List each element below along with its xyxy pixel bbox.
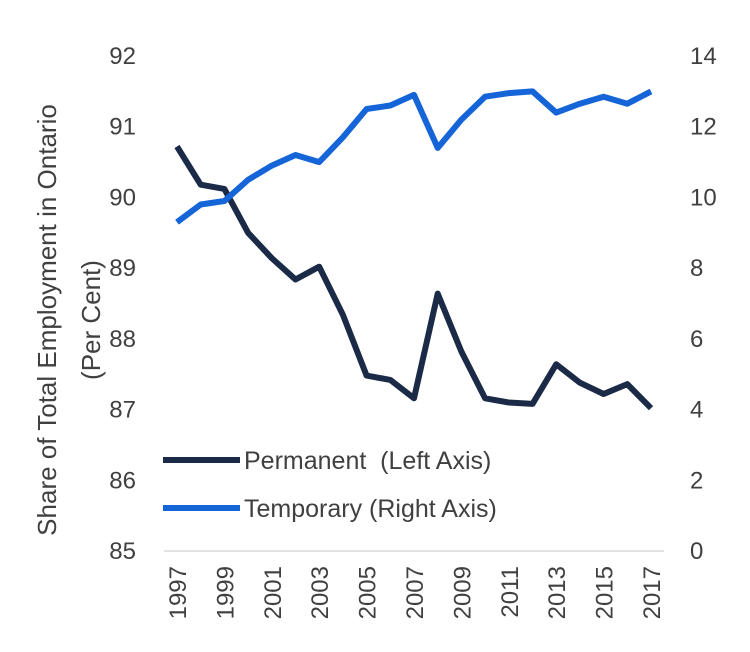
right-tick-label: 2	[690, 467, 703, 494]
left-y-axis-ticks: 85 86 87 88 89 90 91 92	[109, 43, 136, 565]
x-tick-label: 2001	[260, 566, 287, 619]
left-tick-label: 89	[109, 255, 136, 282]
right-tick-label: 14	[690, 43, 717, 70]
x-tick-label: 2015	[592, 566, 619, 619]
x-tick-label: 1999	[212, 566, 239, 619]
right-tick-label: 4	[690, 397, 703, 424]
left-tick-label: 88	[109, 326, 136, 353]
legend-label-temporary: Temporary (Right Axis)	[244, 495, 497, 523]
right-tick-label: 8	[690, 255, 703, 282]
right-tick-label: 0	[690, 538, 703, 565]
x-tick-label: 2005	[355, 566, 382, 619]
x-tick-label: 2003	[307, 566, 334, 619]
series-line-permanent	[174, 144, 654, 411]
y-axis-label: Share of Total Employment in Ontario (Pe…	[32, 104, 106, 536]
series-lines	[174, 88, 654, 411]
y-axis-label-line-1: Share of Total Employment in Ontario	[32, 104, 62, 536]
left-tick-label: 87	[109, 397, 136, 424]
x-tick-label: 2013	[544, 566, 571, 619]
x-tick-label: 2017	[639, 566, 666, 619]
left-tick-label: 91	[109, 114, 136, 141]
left-tick-label: 86	[109, 467, 136, 494]
series-line-temporary	[175, 88, 653, 225]
legend-label-permanent: Permanent (Left Axis)	[244, 447, 491, 475]
x-tick-label: 2007	[402, 566, 429, 619]
right-tick-label: 6	[690, 326, 703, 353]
right-tick-label: 12	[690, 114, 717, 141]
x-tick-label: 2009	[449, 566, 476, 619]
x-axis-ticks: 1997 1999 2001 2003 2005 2007 2009 2011 2013 2015…	[165, 566, 666, 619]
left-tick-label: 90	[109, 184, 136, 211]
legend: Permanent (Left Axis) Temporary (Right A…	[163, 447, 497, 523]
x-tick-label: 1997	[165, 566, 192, 619]
right-tick-label: 10	[690, 184, 717, 211]
y-axis-label-line-2: (Per Cent)	[76, 260, 106, 380]
right-y-axis-ticks: 0 2 4 6 8 10 12 14	[690, 43, 717, 565]
x-tick-label: 2011	[497, 566, 524, 618]
left-tick-label: 92	[109, 43, 136, 70]
left-tick-label: 85	[109, 538, 136, 565]
